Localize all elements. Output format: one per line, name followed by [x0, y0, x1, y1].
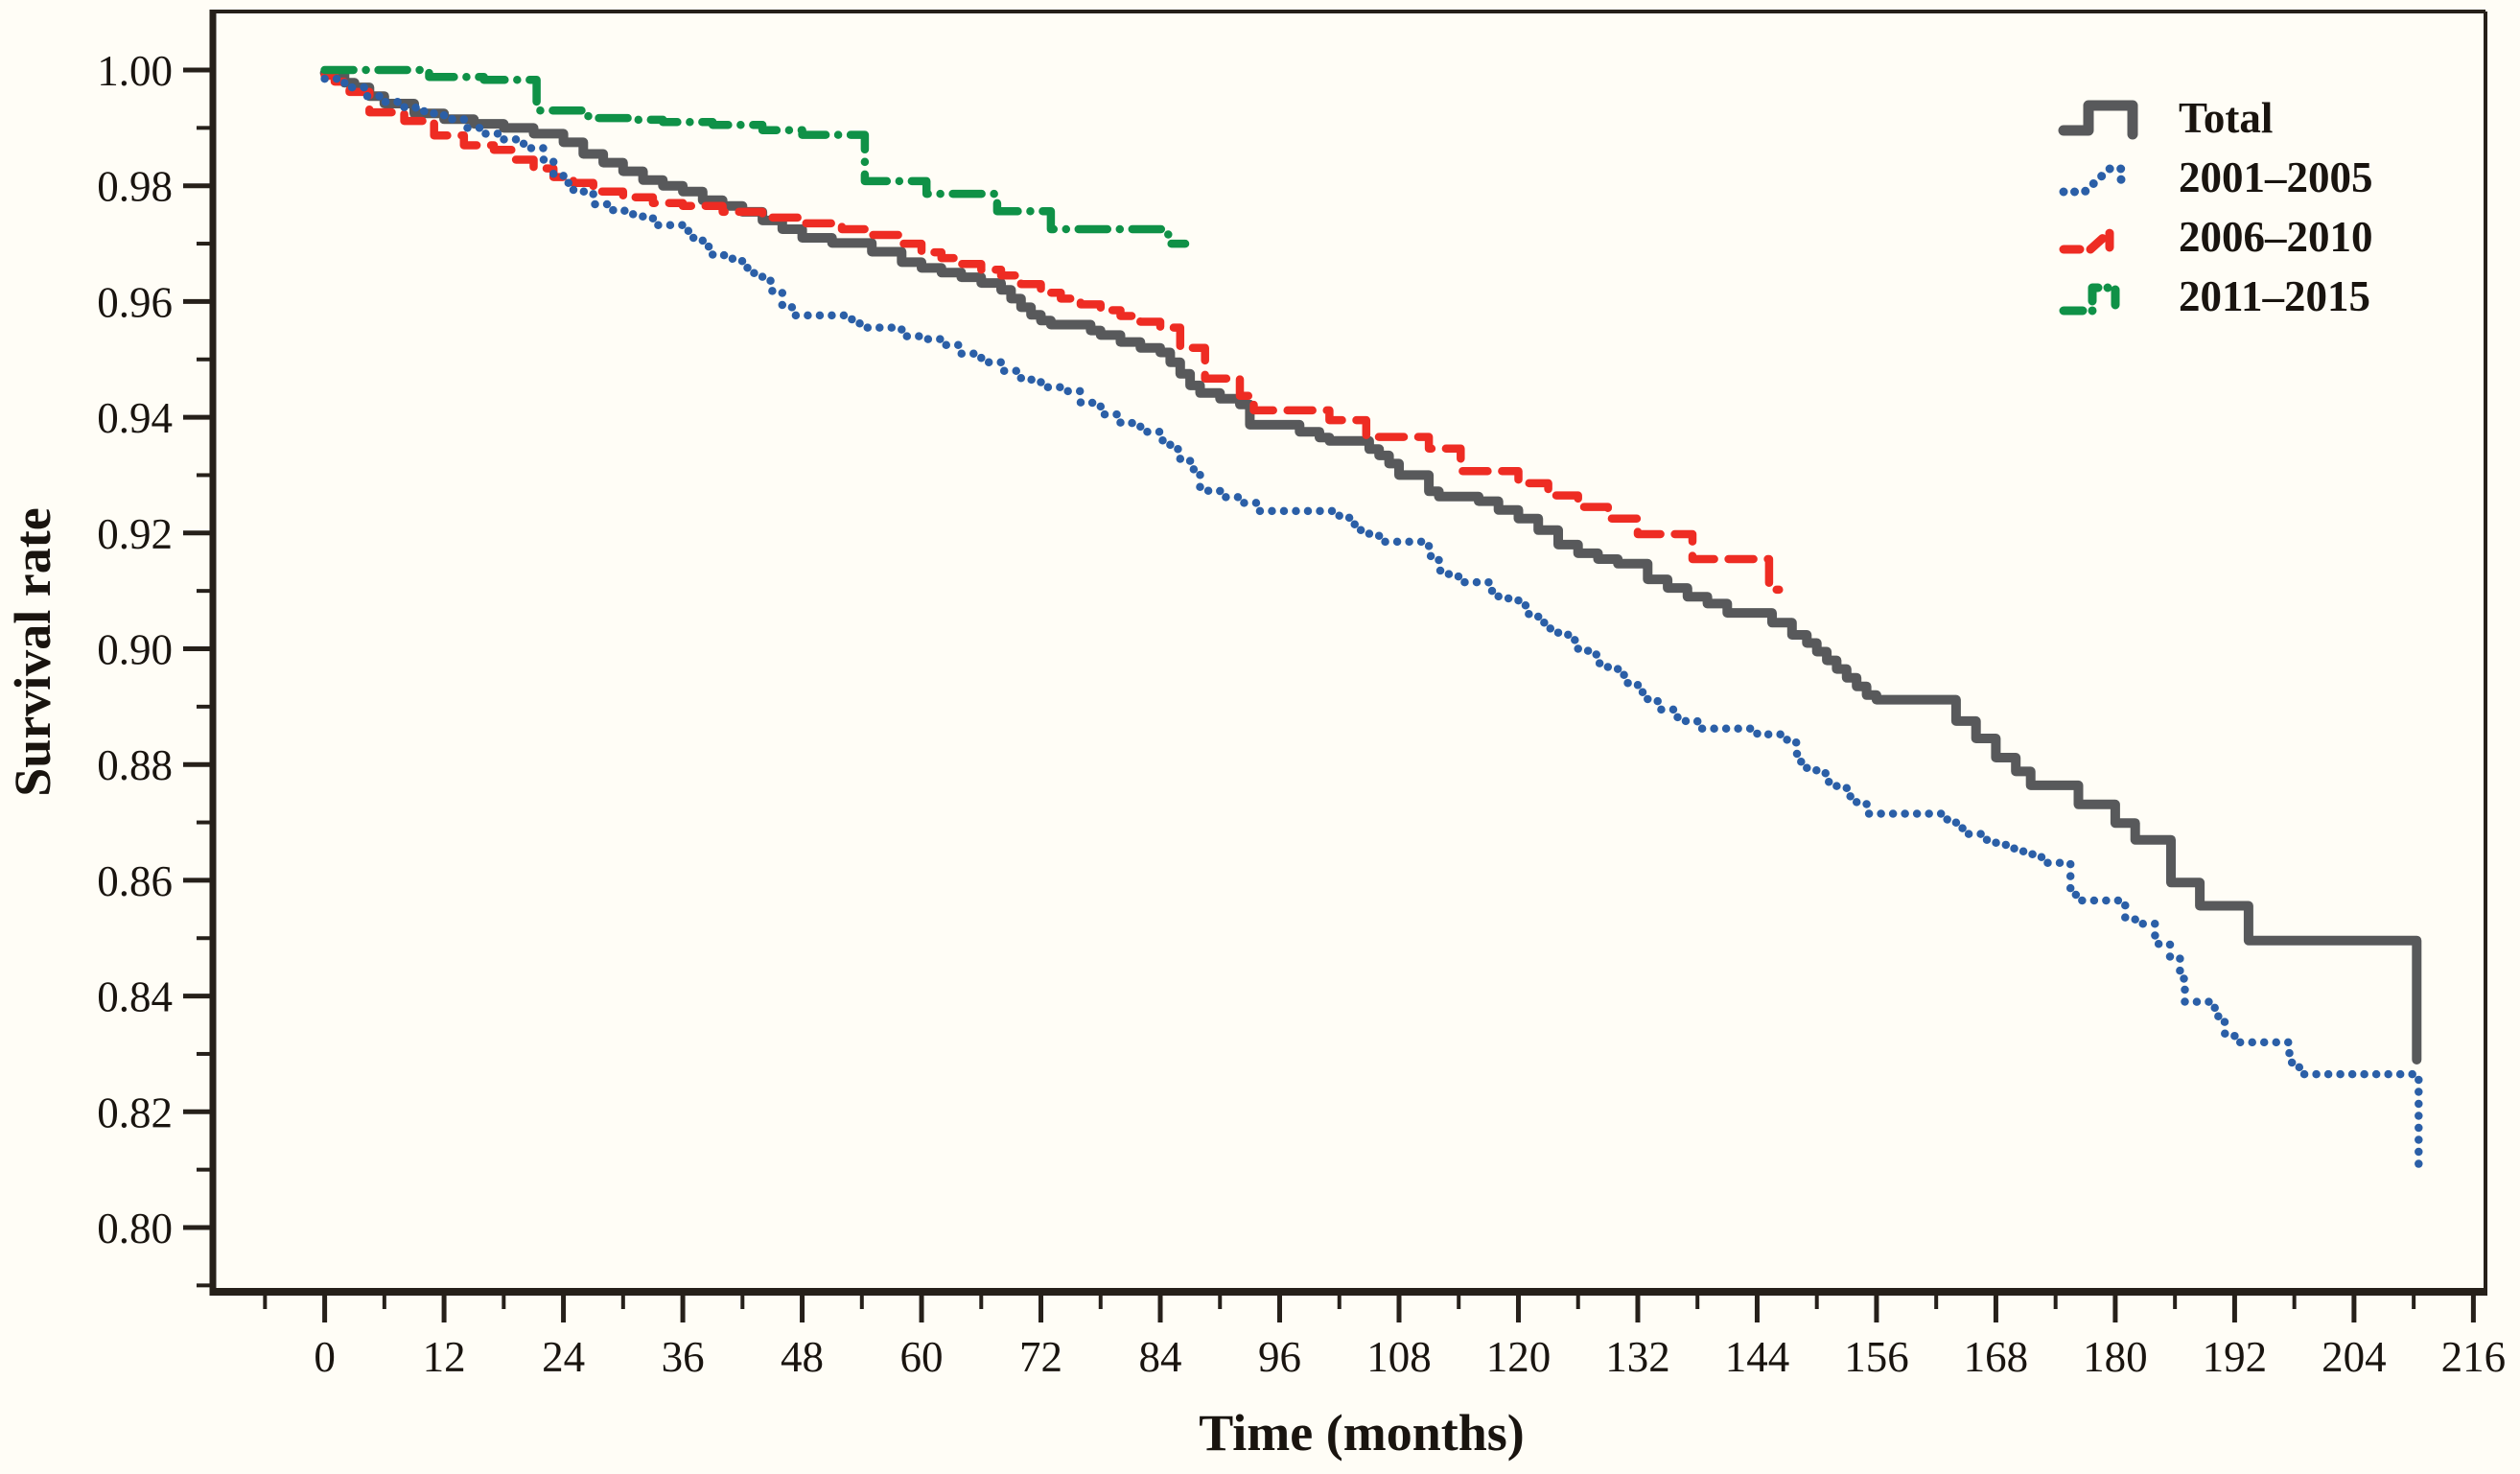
legend-glyph-2011-2015: [2059, 283, 2120, 316]
x-tick-label: 132: [1605, 1333, 1670, 1381]
x-tick-label: 36: [662, 1333, 705, 1381]
y-tick-label: 0.80: [97, 1205, 173, 1252]
series-2006-2010: [320, 71, 1784, 595]
y-tick-label: 0.84: [97, 973, 173, 1021]
chart-legend: Total 2001–2005 2006–2010 2011–2015: [2058, 94, 2373, 320]
x-tick-label: 180: [2083, 1333, 2148, 1381]
axis-tick-labels: 0 12 24 36 48 60 72 84 96 108 120 132 144 156 168 180 19…: [97, 47, 2506, 1381]
x-tick-label: 168: [1964, 1333, 2029, 1381]
y-tick-label: 0.82: [97, 1088, 173, 1136]
y-axis-title: Survival rate: [4, 507, 61, 796]
axis-ticks: [183, 67, 2476, 1322]
data-series: [319, 65, 2423, 1180]
y-tick-label: 0.88: [97, 741, 173, 789]
legend-label: 2006–2010: [2179, 213, 2373, 261]
y-tick-label: 0.86: [97, 857, 173, 905]
series-total: [319, 68, 2422, 1065]
y-tick-label: 1.00: [97, 47, 173, 95]
x-tick-label: 96: [1258, 1333, 1301, 1381]
x-axis-title: Time (months): [1199, 1404, 1525, 1462]
y-tick-label: 0.92: [97, 510, 173, 558]
x-tick-label: 48: [781, 1333, 824, 1381]
series-2011-2015: [320, 65, 1190, 248]
x-tick-label: 0: [314, 1333, 336, 1381]
x-tick-label: 84: [1139, 1333, 1182, 1381]
plot-frame: [209, 10, 2487, 1296]
x-tick-label: 12: [423, 1333, 466, 1381]
y-tick-label: 0.94: [97, 394, 173, 442]
x-tick-label: 204: [2322, 1333, 2387, 1381]
x-tick-label: 60: [900, 1333, 944, 1381]
x-tick-label: 156: [1844, 1333, 1909, 1381]
legend-label: 2001–2005: [2179, 153, 2373, 201]
x-tick-label: 120: [1486, 1333, 1552, 1381]
legend-glyph-2001-2005: [2059, 164, 2126, 197]
x-tick-label: 192: [2203, 1333, 2268, 1381]
legend-glyph-total: [2058, 100, 2138, 140]
x-tick-label: 144: [1725, 1333, 1790, 1381]
series-2001-2005: [320, 74, 2423, 1180]
legend-glyph-2006-2010: [2059, 227, 2114, 254]
y-tick-label: 0.96: [97, 278, 173, 326]
x-tick-label: 216: [2441, 1333, 2507, 1381]
y-tick-label: 0.98: [97, 163, 173, 211]
x-tick-label: 72: [1019, 1333, 1062, 1381]
legend-label: Total: [2179, 94, 2273, 142]
y-tick-label: 0.90: [97, 626, 173, 674]
x-tick-label: 108: [1366, 1333, 1432, 1381]
legend-label: 2011–2015: [2179, 272, 2370, 320]
x-tick-label: 24: [542, 1333, 585, 1381]
